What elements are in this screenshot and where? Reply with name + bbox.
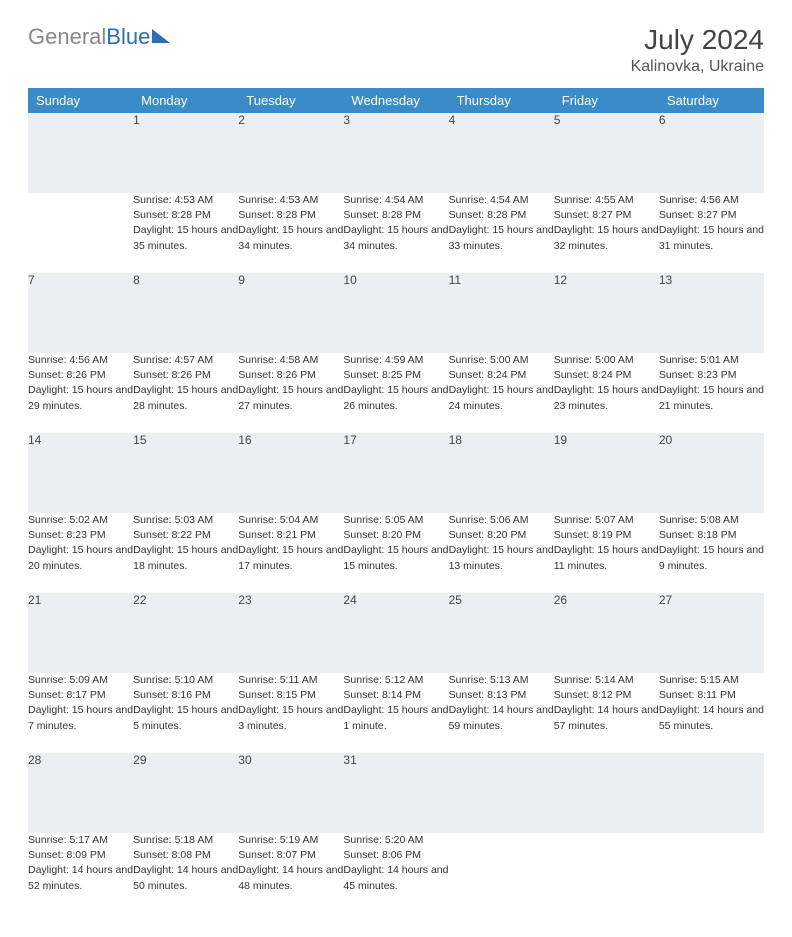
day-number-cell: 5 bbox=[554, 113, 659, 193]
day-number-cell bbox=[659, 753, 764, 833]
day-number-cell: 14 bbox=[28, 433, 133, 513]
day-number-cell: 31 bbox=[343, 753, 448, 833]
day-number-cell: 1 bbox=[133, 113, 238, 193]
day-number-cell: 13 bbox=[659, 273, 764, 353]
day-number-cell: 15 bbox=[133, 433, 238, 513]
day-info-cell: Sunrise: 5:18 AM Sunset: 8:08 PM Dayligh… bbox=[133, 833, 238, 913]
day-info-cell: Sunrise: 5:12 AM Sunset: 8:14 PM Dayligh… bbox=[343, 673, 448, 753]
day-number-cell: 16 bbox=[238, 433, 343, 513]
day-number-cell: 19 bbox=[554, 433, 659, 513]
logo-triangle-icon bbox=[152, 29, 170, 43]
day-info-cell bbox=[28, 193, 133, 273]
day-info-cell: Sunrise: 4:53 AM Sunset: 8:28 PM Dayligh… bbox=[238, 193, 343, 273]
day-info-cell: Sunrise: 5:00 AM Sunset: 8:24 PM Dayligh… bbox=[449, 353, 554, 433]
day-info-cell: Sunrise: 5:01 AM Sunset: 8:23 PM Dayligh… bbox=[659, 353, 764, 433]
weekday-header: Monday bbox=[133, 88, 238, 113]
calendar-body: 123456Sunrise: 4:53 AM Sunset: 8:28 PM D… bbox=[28, 113, 764, 913]
title-block: July 2024 Kalinovka, Ukraine bbox=[631, 24, 764, 76]
day-info-cell: Sunrise: 4:56 AM Sunset: 8:27 PM Dayligh… bbox=[659, 193, 764, 273]
day-number-cell: 21 bbox=[28, 593, 133, 673]
day-number-cell bbox=[28, 113, 133, 193]
day-info-cell: Sunrise: 5:15 AM Sunset: 8:11 PM Dayligh… bbox=[659, 673, 764, 753]
day-number-cell: 26 bbox=[554, 593, 659, 673]
day-info-cell: Sunrise: 4:56 AM Sunset: 8:26 PM Dayligh… bbox=[28, 353, 133, 433]
day-info-cell: Sunrise: 5:07 AM Sunset: 8:19 PM Dayligh… bbox=[554, 513, 659, 593]
day-info-cell: Sunrise: 4:54 AM Sunset: 8:28 PM Dayligh… bbox=[449, 193, 554, 273]
day-info-cell: Sunrise: 5:03 AM Sunset: 8:22 PM Dayligh… bbox=[133, 513, 238, 593]
day-info-cell: Sunrise: 5:10 AM Sunset: 8:16 PM Dayligh… bbox=[133, 673, 238, 753]
day-info-cell: Sunrise: 4:54 AM Sunset: 8:28 PM Dayligh… bbox=[343, 193, 448, 273]
day-number-cell: 9 bbox=[238, 273, 343, 353]
day-number-cell: 12 bbox=[554, 273, 659, 353]
day-number-cell: 17 bbox=[343, 433, 448, 513]
day-number-cell: 25 bbox=[449, 593, 554, 673]
day-info-cell: Sunrise: 5:00 AM Sunset: 8:24 PM Dayligh… bbox=[554, 353, 659, 433]
calendar-head: SundayMondayTuesdayWednesdayThursdayFrid… bbox=[28, 88, 764, 113]
weekday-header: Friday bbox=[554, 88, 659, 113]
day-number-cell: 7 bbox=[28, 273, 133, 353]
day-info-cell: Sunrise: 5:13 AM Sunset: 8:13 PM Dayligh… bbox=[449, 673, 554, 753]
day-number-cell: 28 bbox=[28, 753, 133, 833]
location: Kalinovka, Ukraine bbox=[631, 58, 764, 76]
weekday-header: Sunday bbox=[28, 88, 133, 113]
day-number-cell: 6 bbox=[659, 113, 764, 193]
day-info-cell: Sunrise: 5:06 AM Sunset: 8:20 PM Dayligh… bbox=[449, 513, 554, 593]
day-number-cell: 30 bbox=[238, 753, 343, 833]
day-number-cell: 27 bbox=[659, 593, 764, 673]
day-info-cell: Sunrise: 5:04 AM Sunset: 8:21 PM Dayligh… bbox=[238, 513, 343, 593]
day-info-cell: Sunrise: 5:17 AM Sunset: 8:09 PM Dayligh… bbox=[28, 833, 133, 913]
day-info-cell: Sunrise: 5:08 AM Sunset: 8:18 PM Dayligh… bbox=[659, 513, 764, 593]
day-info-cell: Sunrise: 4:53 AM Sunset: 8:28 PM Dayligh… bbox=[133, 193, 238, 273]
day-number-cell bbox=[554, 753, 659, 833]
day-info-cell: Sunrise: 5:14 AM Sunset: 8:12 PM Dayligh… bbox=[554, 673, 659, 753]
day-number-cell: 24 bbox=[343, 593, 448, 673]
brand-part1: General bbox=[28, 24, 106, 50]
day-number-cell: 20 bbox=[659, 433, 764, 513]
day-number-cell: 4 bbox=[449, 113, 554, 193]
day-info-cell: Sunrise: 5:11 AM Sunset: 8:15 PM Dayligh… bbox=[238, 673, 343, 753]
day-number-cell: 29 bbox=[133, 753, 238, 833]
day-number-cell: 23 bbox=[238, 593, 343, 673]
day-number-cell: 8 bbox=[133, 273, 238, 353]
day-info-cell bbox=[449, 833, 554, 913]
day-info-cell: Sunrise: 5:20 AM Sunset: 8:06 PM Dayligh… bbox=[343, 833, 448, 913]
day-number-cell: 3 bbox=[343, 113, 448, 193]
weekday-header: Wednesday bbox=[343, 88, 448, 113]
brand-part2: Blue bbox=[106, 24, 150, 50]
weekday-header: Tuesday bbox=[238, 88, 343, 113]
day-number-cell bbox=[449, 753, 554, 833]
day-info-cell: Sunrise: 5:05 AM Sunset: 8:20 PM Dayligh… bbox=[343, 513, 448, 593]
day-info-cell: Sunrise: 4:58 AM Sunset: 8:26 PM Dayligh… bbox=[238, 353, 343, 433]
day-number-cell: 22 bbox=[133, 593, 238, 673]
calendar-table: SundayMondayTuesdayWednesdayThursdayFrid… bbox=[28, 88, 764, 913]
page: GeneralBlue July 2024 Kalinovka, Ukraine… bbox=[0, 0, 792, 937]
day-number-cell: 10 bbox=[343, 273, 448, 353]
day-info-cell: Sunrise: 5:09 AM Sunset: 8:17 PM Dayligh… bbox=[28, 673, 133, 753]
day-info-cell: Sunrise: 4:55 AM Sunset: 8:27 PM Dayligh… bbox=[554, 193, 659, 273]
day-info-cell: Sunrise: 4:57 AM Sunset: 8:26 PM Dayligh… bbox=[133, 353, 238, 433]
day-number-cell: 11 bbox=[449, 273, 554, 353]
day-number-cell: 2 bbox=[238, 113, 343, 193]
header: GeneralBlue July 2024 Kalinovka, Ukraine bbox=[28, 24, 764, 76]
day-info-cell bbox=[659, 833, 764, 913]
weekday-header: Thursday bbox=[449, 88, 554, 113]
day-info-cell: Sunrise: 5:19 AM Sunset: 8:07 PM Dayligh… bbox=[238, 833, 343, 913]
day-info-cell bbox=[554, 833, 659, 913]
day-info-cell: Sunrise: 4:59 AM Sunset: 8:25 PM Dayligh… bbox=[343, 353, 448, 433]
month-title: July 2024 bbox=[631, 24, 764, 56]
weekday-header: Saturday bbox=[659, 88, 764, 113]
brand-logo: GeneralBlue bbox=[28, 24, 170, 50]
day-info-cell: Sunrise: 5:02 AM Sunset: 8:23 PM Dayligh… bbox=[28, 513, 133, 593]
day-number-cell: 18 bbox=[449, 433, 554, 513]
